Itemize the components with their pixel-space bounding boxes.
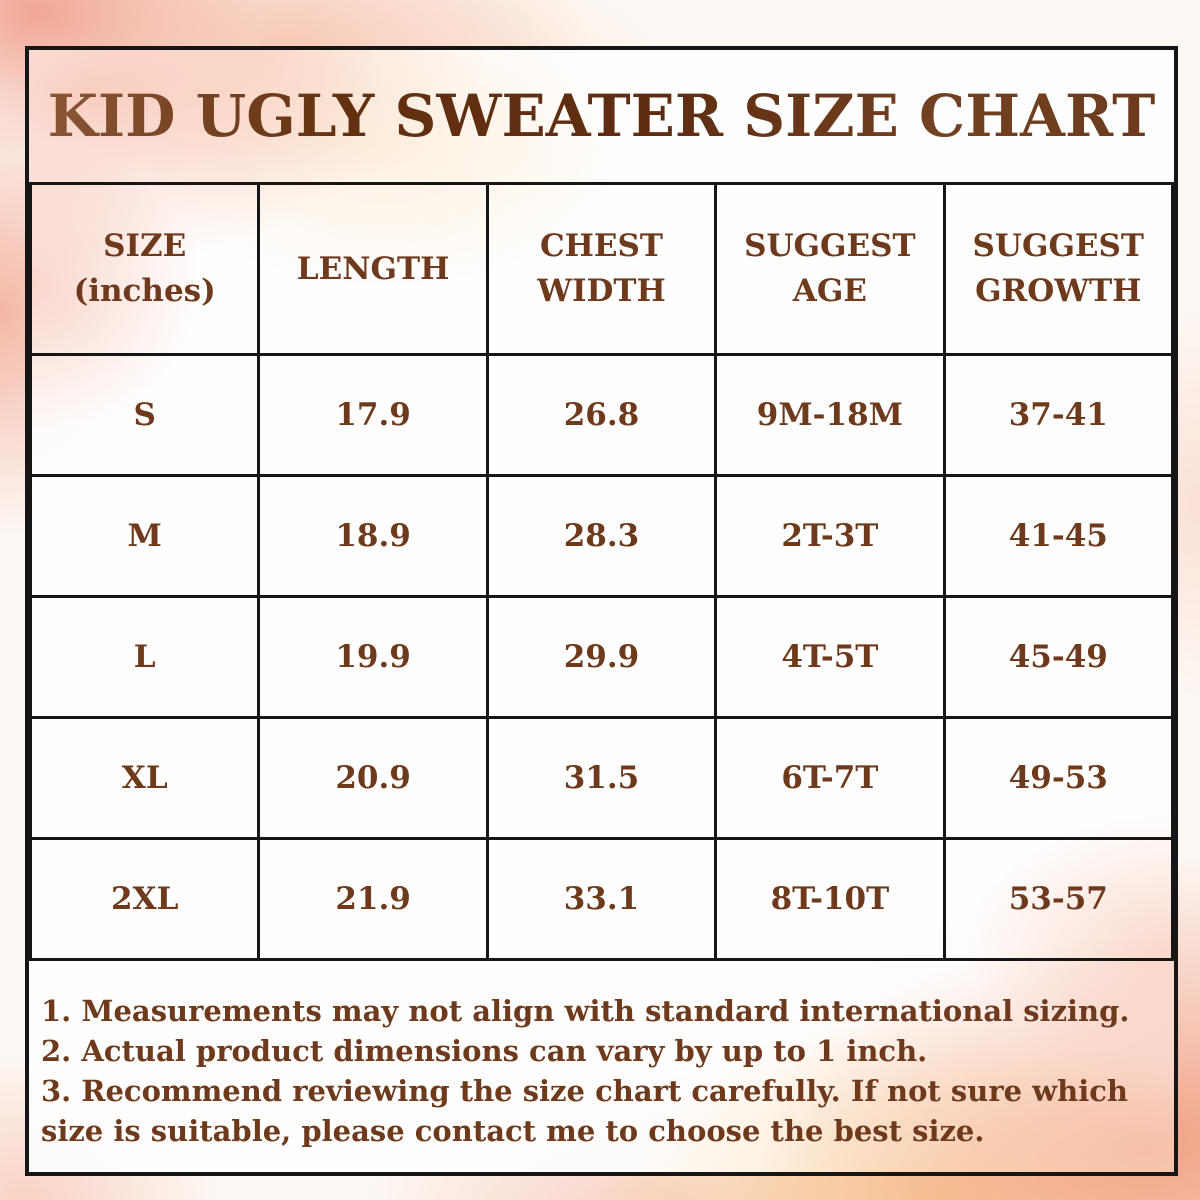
table-row-m: M 18.9 28.3 2T-3T 41-45	[28, 474, 1175, 598]
header-chest-line2: WIDTH	[537, 273, 666, 309]
cell-suggest-growth: 37-41	[942, 353, 1175, 477]
size-chart-frame: KID UGLY SWEATER SIZE CHART SIZE (inches…	[25, 46, 1178, 1176]
cell-suggest-growth: 53-57	[942, 837, 1175, 961]
table-row-xl: XL 20.9 31.5 6T-7T 49-53	[28, 716, 1175, 840]
cell-length: 20.9	[257, 716, 489, 840]
cell-length: 21.9	[257, 837, 489, 961]
cell-length: 17.9	[257, 353, 489, 477]
header-cell-suggest-growth: SUGGEST GROWTH	[942, 182, 1175, 356]
cell-chest-width: 28.3	[485, 474, 718, 598]
header-row: SIZE (inches) LENGTH CHEST WIDTH SUGGEST…	[28, 182, 1175, 356]
cell-size: S	[28, 353, 261, 477]
header-size-line1: SIZE	[103, 228, 187, 265]
title-row: KID UGLY SWEATER SIZE CHART	[29, 50, 1174, 182]
cell-suggest-age: 6T-7T	[714, 716, 946, 840]
cell-suggest-age: 9M-18M	[714, 353, 946, 477]
table-row-s: S 17.9 26.8 9M-18M 37-41	[28, 353, 1175, 477]
cell-length: 19.9	[257, 595, 489, 719]
note-3: 3. Recommend reviewing the size chart ca…	[41, 1074, 1128, 1149]
cell-chest-width: 31.5	[485, 716, 718, 840]
note-1: 1. Measurements may not align with stand…	[41, 994, 1130, 1028]
cell-size: XL	[28, 716, 261, 840]
cell-length: 18.9	[257, 474, 489, 598]
header-growth-line1: SUGGEST	[972, 228, 1145, 265]
header-cell-chest-width: CHEST WIDTH	[485, 182, 718, 356]
cell-chest-width: 29.9	[485, 595, 718, 719]
cell-suggest-growth: 41-45	[942, 474, 1175, 598]
table-row-2xl: 2XL 21.9 33.1 8T-10T 53-57	[28, 837, 1175, 961]
table-row-l: L 19.9 29.9 4T-5T 45-49	[28, 595, 1175, 719]
header-age-line2: AGE	[792, 273, 867, 309]
cell-suggest-age: 8T-10T	[714, 837, 946, 961]
notes-section: 1. Measurements may not align with stand…	[29, 961, 1174, 1193]
cell-suggest-age: 2T-3T	[714, 474, 946, 598]
cell-suggest-age: 4T-5T	[714, 595, 946, 719]
note-2: 2. Actual product dimensions can vary by…	[41, 1034, 928, 1069]
page-title: KID UGLY SWEATER SIZE CHART	[47, 82, 1156, 150]
cell-chest-width: 26.8	[485, 353, 718, 477]
header-length-line1: LENGTH	[296, 250, 450, 287]
header-cell-length: LENGTH	[257, 182, 489, 356]
cell-size: M	[28, 474, 261, 598]
cell-size: 2XL	[28, 837, 261, 961]
cell-suggest-growth: 45-49	[942, 595, 1175, 719]
cell-suggest-growth: 49-53	[942, 716, 1175, 840]
header-growth-line2: GROWTH	[975, 273, 1142, 309]
header-cell-size: SIZE (inches)	[28, 182, 261, 356]
cell-size: L	[28, 595, 261, 719]
cell-chest-width: 33.1	[485, 837, 718, 961]
header-age-line1: SUGGEST	[744, 228, 916, 265]
header-chest-line1: CHEST	[539, 228, 663, 265]
header-cell-suggest-age: SUGGEST AGE	[714, 182, 946, 356]
header-size-line2: (inches)	[73, 273, 216, 309]
size-table: SIZE (inches) LENGTH CHEST WIDTH SUGGEST…	[28, 182, 1175, 961]
